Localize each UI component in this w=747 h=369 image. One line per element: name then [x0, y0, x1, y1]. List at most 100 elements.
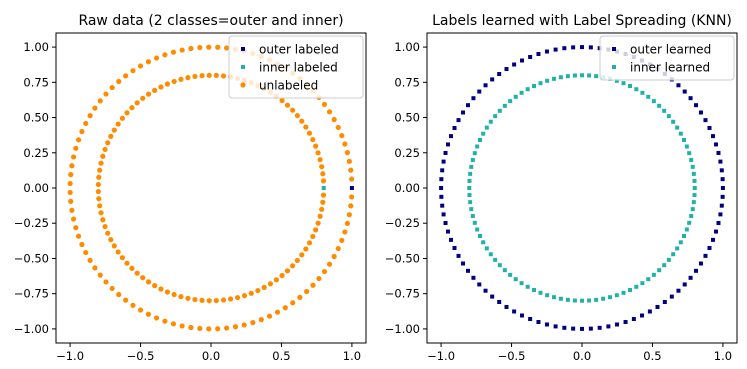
data-point — [313, 143, 319, 149]
legend-marker — [612, 47, 616, 51]
data-point — [580, 298, 584, 303]
data-point — [594, 297, 599, 302]
x-tick-label: 0.0 — [573, 349, 591, 363]
data-point — [316, 275, 322, 282]
data-point — [461, 261, 466, 266]
legend-box — [599, 35, 735, 81]
data-point — [520, 313, 525, 318]
data-point — [711, 134, 716, 139]
data-point — [692, 178, 697, 183]
data-point — [692, 186, 697, 190]
x-tick-label: 1.0 — [343, 349, 361, 363]
data-point — [87, 113, 93, 119]
data-point — [206, 44, 212, 50]
data-point — [707, 126, 712, 131]
data-point — [134, 100, 140, 106]
data-point — [497, 299, 502, 304]
data-point — [608, 295, 613, 300]
data-point — [70, 154, 77, 160]
data-point — [684, 144, 689, 149]
series-outer-learned — [439, 45, 725, 331]
data-point — [153, 55, 160, 61]
data-point — [108, 237, 114, 243]
data-point — [116, 291, 122, 298]
data-point — [621, 290, 626, 295]
data-point — [439, 177, 444, 182]
legend-label: outer learned — [630, 43, 711, 57]
data-point — [703, 118, 708, 123]
data-point — [714, 142, 719, 147]
data-point — [525, 87, 530, 92]
data-point — [116, 78, 122, 85]
y-tick-label: −0.75 — [385, 287, 420, 301]
data-point — [97, 167, 103, 173]
data-point — [484, 125, 489, 130]
data-point — [321, 101, 328, 108]
data-point — [140, 275, 146, 281]
data-point — [532, 84, 537, 89]
data-point — [349, 186, 354, 190]
data-point — [75, 233, 82, 239]
data-point — [320, 192, 327, 198]
legend-label: outer labeled — [259, 43, 339, 57]
data-point — [100, 217, 106, 223]
data-point — [102, 223, 108, 230]
data-point — [551, 76, 556, 81]
data-point — [170, 321, 177, 327]
data-point — [130, 68, 136, 74]
data-point — [234, 294, 241, 301]
data-point — [690, 207, 695, 212]
data-point — [73, 225, 79, 231]
data-point — [621, 81, 626, 86]
x-tick-label: 0.5 — [643, 349, 661, 363]
chart-title: Labels learned with Label Spreading (KNN… — [432, 13, 732, 29]
data-point — [502, 103, 507, 108]
data-point — [303, 124, 309, 130]
data-point — [284, 268, 291, 274]
data-point — [158, 84, 164, 90]
data-point — [719, 168, 724, 173]
data-point — [255, 287, 261, 294]
data-point — [67, 189, 73, 196]
data-point — [339, 237, 345, 243]
data-point — [261, 284, 267, 290]
data-point — [572, 298, 577, 303]
data-point — [335, 124, 341, 131]
series-inner-learned — [467, 73, 697, 303]
data-point — [206, 326, 212, 332]
data-point — [178, 294, 184, 300]
data-point — [627, 84, 632, 89]
data-point — [544, 49, 549, 54]
data-point — [689, 214, 694, 219]
data-point — [481, 131, 486, 136]
data-point — [467, 186, 472, 190]
data-point — [562, 325, 567, 330]
data-point — [315, 150, 321, 156]
data-point — [145, 311, 152, 317]
data-point — [321, 268, 328, 275]
data-point — [119, 255, 125, 261]
data-point — [68, 198, 74, 204]
data-point — [580, 73, 584, 78]
x-tick-label: −0.5 — [127, 349, 155, 363]
data-point — [171, 291, 177, 298]
data-point — [103, 91, 109, 97]
y-tick-label: 1.00 — [23, 40, 49, 54]
data-point — [688, 96, 693, 101]
data-point — [299, 252, 305, 258]
data-point — [299, 118, 305, 124]
data-point — [294, 257, 300, 264]
data-point — [448, 134, 453, 139]
data-point — [631, 317, 636, 322]
data-point — [320, 199, 326, 205]
y-tick-label: 0.00 — [394, 181, 420, 195]
data-point — [469, 164, 474, 169]
data-point — [536, 320, 541, 325]
data-point — [662, 299, 667, 304]
data-point — [248, 290, 254, 296]
data-point — [690, 164, 695, 169]
data-point — [553, 324, 558, 329]
y-tick-label: −0.50 — [14, 251, 49, 265]
data-point — [348, 167, 354, 173]
data-point — [97, 203, 103, 209]
